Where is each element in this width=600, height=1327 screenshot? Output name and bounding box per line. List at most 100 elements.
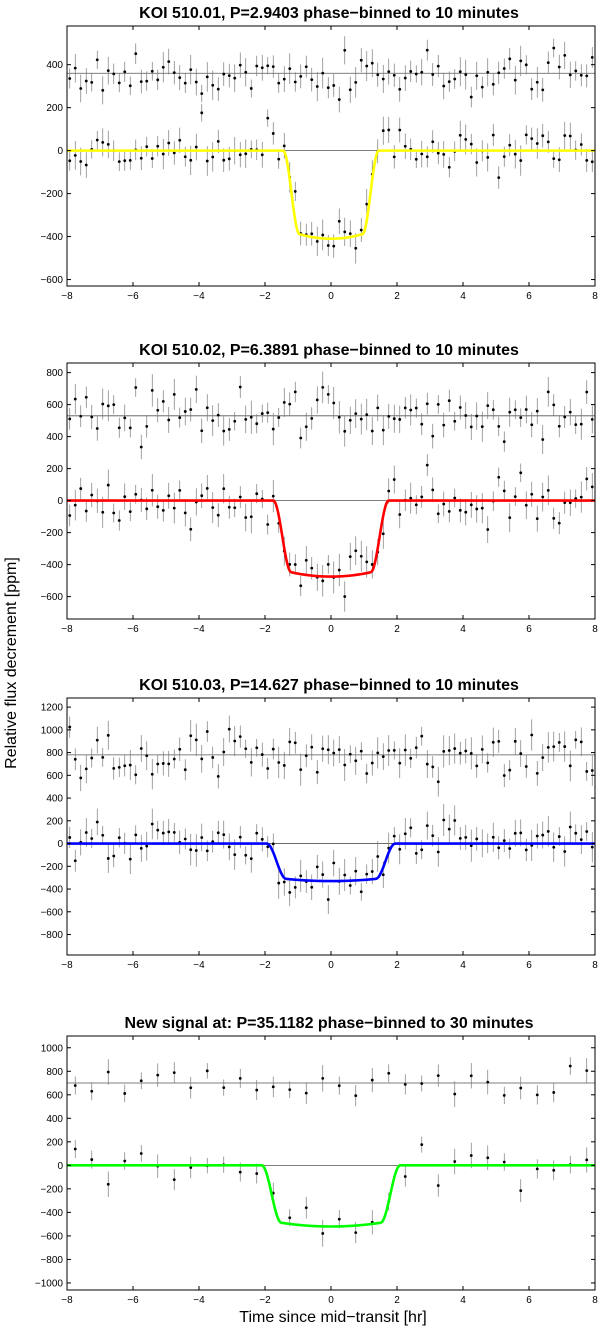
data-point xyxy=(585,467,589,491)
data-point xyxy=(315,854,319,879)
x-tick-label: 4 xyxy=(460,1295,466,1306)
data-point xyxy=(370,49,374,78)
data-point xyxy=(387,58,391,85)
x-tick-label: −6 xyxy=(127,1295,139,1306)
data-point xyxy=(79,405,83,427)
data-point xyxy=(304,1082,308,1105)
x-tick-label: −6 xyxy=(127,624,139,635)
data-point xyxy=(227,63,231,88)
data-point xyxy=(205,62,209,92)
data-point xyxy=(310,734,314,760)
data-point xyxy=(304,744,308,767)
data-point xyxy=(519,1076,523,1100)
data-point xyxy=(436,141,440,165)
data-point xyxy=(79,764,83,792)
data-point xyxy=(277,73,281,93)
data-point xyxy=(453,69,457,89)
x-tick-label: 2 xyxy=(394,1295,400,1306)
data-point xyxy=(216,403,220,428)
data-point xyxy=(271,122,275,145)
data-point xyxy=(68,150,72,171)
data-point xyxy=(387,735,391,766)
data-point xyxy=(568,750,572,782)
panel-title: KOI 510.03, P=14.627 phase−binned to 10 … xyxy=(139,677,519,694)
data-point xyxy=(150,808,154,840)
data-point xyxy=(216,820,220,845)
data-point xyxy=(90,1082,94,1101)
data-point xyxy=(194,723,198,757)
data-point xyxy=(337,208,341,235)
y-tick-label: −600 xyxy=(40,1231,63,1242)
data-point xyxy=(216,129,220,154)
data-point xyxy=(167,130,171,156)
data-point xyxy=(447,389,451,412)
data-point xyxy=(568,61,572,89)
data-point xyxy=(288,878,292,907)
x-tick-label: 4 xyxy=(460,291,466,302)
data-point xyxy=(321,57,325,89)
data-point xyxy=(420,59,424,86)
data-point xyxy=(585,1147,589,1173)
data-point xyxy=(172,492,176,524)
data-point xyxy=(442,72,446,100)
data-point xyxy=(557,512,561,535)
y-tick-label: 200 xyxy=(46,816,63,827)
data-point xyxy=(315,71,319,102)
data-point xyxy=(535,1085,539,1105)
data-point xyxy=(464,825,468,850)
data-point xyxy=(436,1064,440,1087)
data-point xyxy=(546,732,550,763)
data-point xyxy=(222,62,226,86)
y-tick-label: −800 xyxy=(40,930,63,941)
data-point xyxy=(403,65,407,91)
data-point xyxy=(387,116,391,143)
data-point xyxy=(497,729,501,753)
data-point xyxy=(409,394,413,426)
data-point xyxy=(376,737,380,769)
x-tick-label: 8 xyxy=(592,960,598,971)
data-point xyxy=(299,575,303,597)
data-point xyxy=(222,416,226,446)
data-point xyxy=(365,763,369,784)
data-point xyxy=(447,71,451,92)
data-point xyxy=(431,756,435,778)
data-point xyxy=(117,417,121,438)
y-tick-label: 600 xyxy=(46,1090,63,1101)
y-tick-label: −400 xyxy=(40,232,63,243)
data-point xyxy=(508,503,512,533)
data-point xyxy=(304,546,308,575)
data-point xyxy=(332,73,336,97)
y-tick-label: 200 xyxy=(46,103,63,114)
data-point xyxy=(579,408,583,440)
data-point xyxy=(425,454,429,477)
data-point xyxy=(376,394,380,422)
y-tick-label: 400 xyxy=(46,794,63,805)
transit-model-curve xyxy=(67,149,595,241)
data-point xyxy=(315,386,319,414)
x-tick-label: 0 xyxy=(328,291,334,302)
data-point xyxy=(112,757,116,780)
data-point xyxy=(106,1059,110,1085)
x-tick-label: −6 xyxy=(127,291,139,302)
x-tick-label: 8 xyxy=(592,291,598,302)
data-point xyxy=(255,824,259,843)
data-point xyxy=(244,846,248,865)
data-point xyxy=(502,1086,506,1105)
data-point xyxy=(293,181,297,202)
data-point xyxy=(73,1076,77,1095)
data-point xyxy=(425,811,429,840)
data-point xyxy=(557,54,561,80)
data-point xyxy=(227,833,231,861)
data-point xyxy=(458,120,462,150)
data-point xyxy=(414,65,418,83)
data-point xyxy=(73,141,77,170)
data-point xyxy=(117,152,121,172)
data-point xyxy=(414,150,418,168)
y-tick-label: −600 xyxy=(40,592,63,603)
data-point xyxy=(387,1064,391,1083)
data-point xyxy=(469,829,473,862)
data-point xyxy=(552,394,556,416)
data-point xyxy=(343,36,347,65)
data-point xyxy=(211,70,215,100)
data-point xyxy=(453,733,457,764)
